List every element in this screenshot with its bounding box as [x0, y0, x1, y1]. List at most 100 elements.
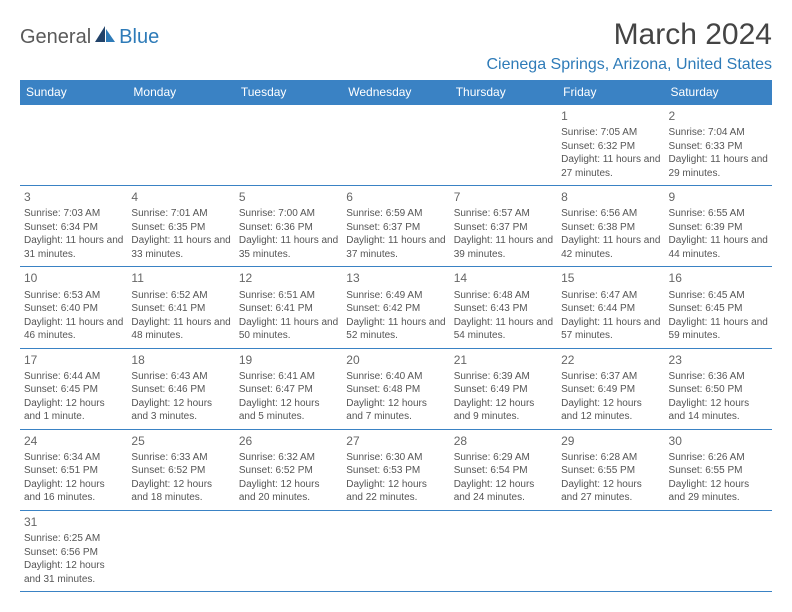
sunrise-text: Sunrise: 6:25 AM: [24, 532, 123, 546]
calendar-cell-blank: [450, 510, 557, 591]
day-number: 31: [24, 514, 123, 530]
sunset-text: Sunset: 6:32 PM: [561, 140, 660, 154]
daylight-text: Daylight: 12 hours and 27 minutes.: [561, 478, 660, 505]
sunset-text: Sunset: 6:35 PM: [131, 221, 230, 235]
day-number: 2: [669, 108, 768, 124]
calendar-cell: 4Sunrise: 7:01 AMSunset: 6:35 PMDaylight…: [127, 186, 234, 267]
calendar-body: 1Sunrise: 7:05 AMSunset: 6:32 PMDaylight…: [20, 105, 772, 592]
page-header: General Blue March 2024 Cienega Springs,…: [20, 18, 772, 74]
calendar-cell: 26Sunrise: 6:32 AMSunset: 6:52 PMDayligh…: [235, 429, 342, 510]
month-title: March 2024: [487, 18, 773, 52]
daylight-text: Daylight: 11 hours and 57 minutes.: [561, 316, 660, 343]
day-number: 27: [346, 433, 445, 449]
sunset-text: Sunset: 6:42 PM: [346, 302, 445, 316]
sunset-text: Sunset: 6:38 PM: [561, 221, 660, 235]
daylight-text: Daylight: 12 hours and 31 minutes.: [24, 559, 123, 586]
sunset-text: Sunset: 6:49 PM: [561, 383, 660, 397]
sunrise-text: Sunrise: 7:01 AM: [131, 207, 230, 221]
day-number: 3: [24, 189, 123, 205]
sunrise-text: Sunrise: 6:37 AM: [561, 370, 660, 384]
daylight-text: Daylight: 11 hours and 50 minutes.: [239, 316, 338, 343]
sunrise-text: Sunrise: 6:36 AM: [669, 370, 768, 384]
weekday-header: Sunday: [20, 80, 127, 105]
sunrise-text: Sunrise: 6:57 AM: [454, 207, 553, 221]
day-number: 19: [239, 352, 338, 368]
sunrise-text: Sunrise: 7:04 AM: [669, 126, 768, 140]
daylight-text: Daylight: 11 hours and 39 minutes.: [454, 234, 553, 261]
day-number: 5: [239, 189, 338, 205]
daylight-text: Daylight: 12 hours and 14 minutes.: [669, 397, 768, 424]
daylight-text: Daylight: 11 hours and 54 minutes.: [454, 316, 553, 343]
sunrise-text: Sunrise: 7:03 AM: [24, 207, 123, 221]
weekday-header: Wednesday: [342, 80, 449, 105]
sunset-text: Sunset: 6:34 PM: [24, 221, 123, 235]
weekday-header: Monday: [127, 80, 234, 105]
sunrise-text: Sunrise: 6:26 AM: [669, 451, 768, 465]
sunrise-text: Sunrise: 6:43 AM: [131, 370, 230, 384]
daylight-text: Daylight: 12 hours and 12 minutes.: [561, 397, 660, 424]
day-number: 12: [239, 270, 338, 286]
calendar-cell: 19Sunrise: 6:41 AMSunset: 6:47 PMDayligh…: [235, 348, 342, 429]
calendar-cell: 24Sunrise: 6:34 AMSunset: 6:51 PMDayligh…: [20, 429, 127, 510]
day-number: 26: [239, 433, 338, 449]
day-number: 7: [454, 189, 553, 205]
title-block: March 2024 Cienega Springs, Arizona, Uni…: [487, 18, 773, 74]
logo: General Blue: [20, 26, 159, 49]
calendar-cell: 13Sunrise: 6:49 AMSunset: 6:42 PMDayligh…: [342, 267, 449, 348]
sunset-text: Sunset: 6:43 PM: [454, 302, 553, 316]
calendar-cell: 2Sunrise: 7:04 AMSunset: 6:33 PMDaylight…: [665, 105, 772, 186]
calendar-cell-blank: [20, 105, 127, 186]
day-number: 11: [131, 270, 230, 286]
daylight-text: Daylight: 11 hours and 48 minutes.: [131, 316, 230, 343]
day-number: 9: [669, 189, 768, 205]
daylight-text: Daylight: 12 hours and 16 minutes.: [24, 478, 123, 505]
day-number: 21: [454, 352, 553, 368]
daylight-text: Daylight: 11 hours and 44 minutes.: [669, 234, 768, 261]
calendar-cell: 6Sunrise: 6:59 AMSunset: 6:37 PMDaylight…: [342, 186, 449, 267]
sunrise-text: Sunrise: 7:00 AM: [239, 207, 338, 221]
sunrise-text: Sunrise: 6:29 AM: [454, 451, 553, 465]
calendar-table: SundayMondayTuesdayWednesdayThursdayFrid…: [20, 80, 772, 592]
calendar-cell: 30Sunrise: 6:26 AMSunset: 6:55 PMDayligh…: [665, 429, 772, 510]
sunrise-text: Sunrise: 6:39 AM: [454, 370, 553, 384]
calendar-cell: 9Sunrise: 6:55 AMSunset: 6:39 PMDaylight…: [665, 186, 772, 267]
calendar-cell-blank: [127, 105, 234, 186]
day-number: 28: [454, 433, 553, 449]
calendar-cell: 14Sunrise: 6:48 AMSunset: 6:43 PMDayligh…: [450, 267, 557, 348]
calendar-cell: 20 Sunrise: 6:40 AMSunset: 6:48 PMDayligh…: [342, 348, 449, 429]
sunset-text: Sunset: 6:41 PM: [239, 302, 338, 316]
sunset-text: Sunset: 6:51 PM: [24, 464, 123, 478]
sunset-text: Sunset: 6:53 PM: [346, 464, 445, 478]
calendar-cell-blank: [342, 510, 449, 591]
calendar-cell: 10Sunrise: 6:53 AMSunset: 6:40 PMDayligh…: [20, 267, 127, 348]
sunrise-text: Sunrise: 6:34 AM: [24, 451, 123, 465]
calendar-cell: 25Sunrise: 6:33 AMSunset: 6:52 PMDayligh…: [127, 429, 234, 510]
sunrise-text: Sunrise: 6:44 AM: [24, 370, 123, 384]
weekday-header: Friday: [557, 80, 664, 105]
daylight-text: Daylight: 12 hours and 1 minute.: [24, 397, 123, 424]
sunrise-text: Sunrise: 6:48 AM: [454, 289, 553, 303]
sunset-text: Sunset: 6:55 PM: [561, 464, 660, 478]
day-number: 20: [346, 352, 445, 368]
calendar-cell: 7Sunrise: 6:57 AMSunset: 6:37 PMDaylight…: [450, 186, 557, 267]
sunset-text: Sunset: 6:48 PM: [346, 383, 445, 397]
sunrise-text: Sunrise: 6:45 AM: [669, 289, 768, 303]
logo-sail-icon: [95, 26, 117, 49]
sunset-text: Sunset: 6:45 PM: [24, 383, 123, 397]
daylight-text: Daylight: 11 hours and 46 minutes.: [24, 316, 123, 343]
calendar-cell: 23Sunrise: 6:36 AMSunset: 6:50 PMDayligh…: [665, 348, 772, 429]
sunset-text: Sunset: 6:56 PM: [24, 546, 123, 560]
sunrise-text: Sunrise: 6:40 AM: [346, 370, 445, 384]
sunrise-text: Sunrise: 6:51 AM: [239, 289, 338, 303]
sunrise-text: Sunrise: 6:33 AM: [131, 451, 230, 465]
weekday-header: Saturday: [665, 80, 772, 105]
logo-text-general: General: [20, 26, 91, 49]
sunrise-text: Sunrise: 6:47 AM: [561, 289, 660, 303]
sunrise-text: Sunrise: 7:05 AM: [561, 126, 660, 140]
daylight-text: Daylight: 11 hours and 27 minutes.: [561, 153, 660, 180]
day-number: 10: [24, 270, 123, 286]
day-number: 30: [669, 433, 768, 449]
daylight-text: Daylight: 12 hours and 7 minutes.: [346, 397, 445, 424]
daylight-text: Daylight: 11 hours and 29 minutes.: [669, 153, 768, 180]
weekday-header: Thursday: [450, 80, 557, 105]
